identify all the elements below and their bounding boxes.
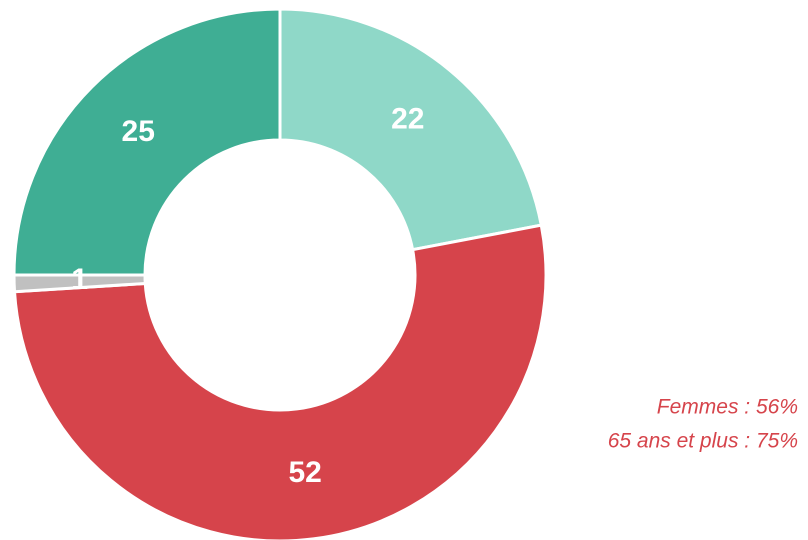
annotation: 65 ans et plus : 75%: [608, 430, 798, 453]
slice: [12, 223, 548, 540]
slice: [278, 7, 544, 252]
donut: [12, 7, 548, 540]
annotation: Femmes : 56%: [657, 396, 798, 419]
data-label: 22: [391, 102, 424, 135]
data-label: 1: [71, 263, 88, 296]
data-label: 25: [122, 115, 155, 148]
slice: [12, 7, 282, 277]
data-label: 52: [288, 456, 321, 489]
